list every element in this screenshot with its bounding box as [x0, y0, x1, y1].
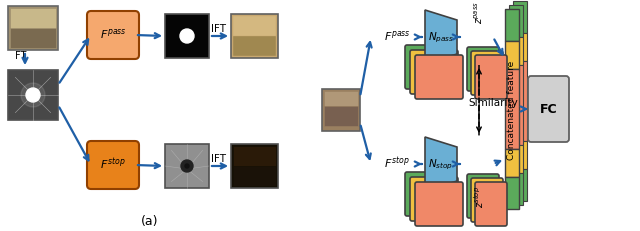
FancyBboxPatch shape — [528, 77, 569, 142]
Text: (b): (b) — [481, 215, 499, 228]
Bar — [505, 42, 519, 70]
Text: FT: FT — [15, 51, 27, 61]
FancyBboxPatch shape — [475, 56, 507, 100]
Bar — [233, 146, 276, 168]
FancyBboxPatch shape — [87, 141, 139, 189]
Text: Concatenated feature: Concatenated feature — [508, 60, 516, 159]
Circle shape — [185, 164, 189, 168]
Bar — [513, 62, 527, 141]
Circle shape — [180, 30, 194, 44]
Bar — [10, 9, 56, 31]
FancyBboxPatch shape — [87, 12, 139, 60]
Text: FC: FC — [540, 103, 557, 116]
Circle shape — [21, 84, 45, 108]
Bar — [165, 144, 209, 188]
Text: $F^{pass}$: $F^{pass}$ — [383, 29, 410, 43]
Bar — [233, 166, 276, 186]
FancyBboxPatch shape — [475, 182, 507, 226]
Bar — [509, 66, 523, 145]
Polygon shape — [425, 137, 457, 191]
Bar — [513, 141, 527, 169]
Text: $z^{stop}$: $z^{stop}$ — [472, 185, 486, 207]
FancyBboxPatch shape — [415, 56, 463, 100]
Bar — [505, 10, 519, 42]
FancyBboxPatch shape — [471, 52, 503, 96]
Text: Similarity: Similarity — [468, 98, 518, 108]
Bar — [505, 70, 519, 149]
FancyBboxPatch shape — [415, 182, 463, 226]
FancyBboxPatch shape — [410, 51, 458, 94]
Bar — [513, 34, 527, 62]
Bar — [10, 29, 56, 49]
Circle shape — [26, 89, 40, 103]
Text: $N_{stop}$: $N_{stop}$ — [428, 157, 454, 171]
Bar — [509, 145, 523, 173]
Bar — [505, 177, 519, 209]
Text: $z^{pass}$: $z^{pass}$ — [473, 0, 485, 23]
Circle shape — [181, 160, 193, 172]
Bar — [324, 106, 358, 126]
Bar — [513, 2, 527, 34]
Bar — [513, 169, 527, 201]
Bar — [233, 17, 276, 39]
FancyBboxPatch shape — [410, 177, 458, 221]
Text: $F^{stop}$: $F^{stop}$ — [384, 155, 410, 170]
Bar — [231, 144, 278, 188]
Bar — [322, 90, 360, 131]
Text: IFT: IFT — [211, 24, 227, 34]
Bar — [233, 37, 276, 57]
Polygon shape — [425, 11, 457, 65]
Text: IFT: IFT — [211, 153, 227, 163]
Text: $F^{stop}$: $F^{stop}$ — [100, 155, 126, 171]
FancyBboxPatch shape — [467, 48, 499, 92]
Bar — [231, 15, 278, 59]
Text: $N_{pass}$: $N_{pass}$ — [428, 31, 454, 45]
Bar — [505, 149, 519, 177]
FancyBboxPatch shape — [471, 178, 503, 222]
FancyBboxPatch shape — [405, 46, 453, 90]
Text: $F^{pass}$: $F^{pass}$ — [100, 27, 127, 41]
Bar — [8, 7, 58, 51]
Bar — [509, 173, 523, 205]
Text: (a): (a) — [141, 215, 159, 228]
Bar — [509, 38, 523, 66]
Bar — [509, 6, 523, 38]
FancyBboxPatch shape — [467, 174, 499, 218]
Circle shape — [184, 34, 190, 40]
Bar — [324, 92, 358, 106]
Bar — [165, 15, 209, 59]
FancyBboxPatch shape — [405, 172, 453, 216]
Bar — [8, 71, 58, 121]
